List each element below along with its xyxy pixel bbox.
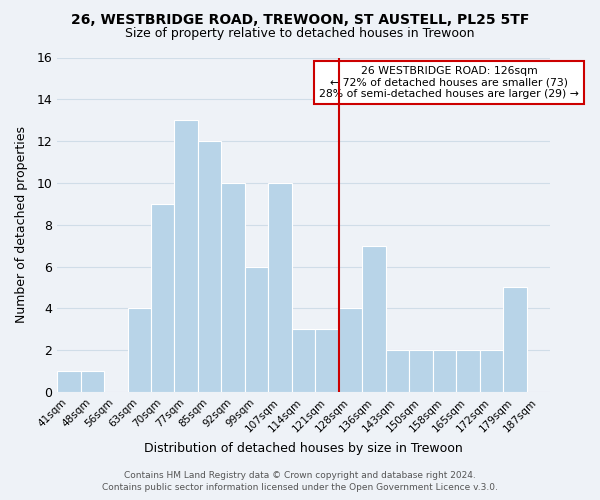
Text: Size of property relative to detached houses in Trewoon: Size of property relative to detached ho… [125,28,475,40]
Bar [151,204,175,392]
Bar [292,329,316,392]
X-axis label: Distribution of detached houses by size in Trewoon: Distribution of detached houses by size … [144,442,463,455]
Bar [221,183,245,392]
Bar [175,120,198,392]
Bar [409,350,433,392]
Bar [80,371,104,392]
Bar [198,141,221,392]
Bar [433,350,457,392]
Bar [268,183,292,392]
Y-axis label: Number of detached properties: Number of detached properties [15,126,28,323]
Text: 26, WESTBRIDGE ROAD, TREWOON, ST AUSTELL, PL25 5TF: 26, WESTBRIDGE ROAD, TREWOON, ST AUSTELL… [71,12,529,26]
Bar [245,266,268,392]
Bar [316,329,339,392]
Bar [339,308,362,392]
Bar [57,371,80,392]
Bar [503,288,527,392]
Bar [128,308,151,392]
Bar [386,350,409,392]
Text: Contains HM Land Registry data © Crown copyright and database right 2024.
Contai: Contains HM Land Registry data © Crown c… [102,471,498,492]
Bar [480,350,503,392]
Text: 26 WESTBRIDGE ROAD: 126sqm
← 72% of detached houses are smaller (73)
28% of semi: 26 WESTBRIDGE ROAD: 126sqm ← 72% of deta… [319,66,579,99]
Bar [457,350,480,392]
Bar [362,246,386,392]
